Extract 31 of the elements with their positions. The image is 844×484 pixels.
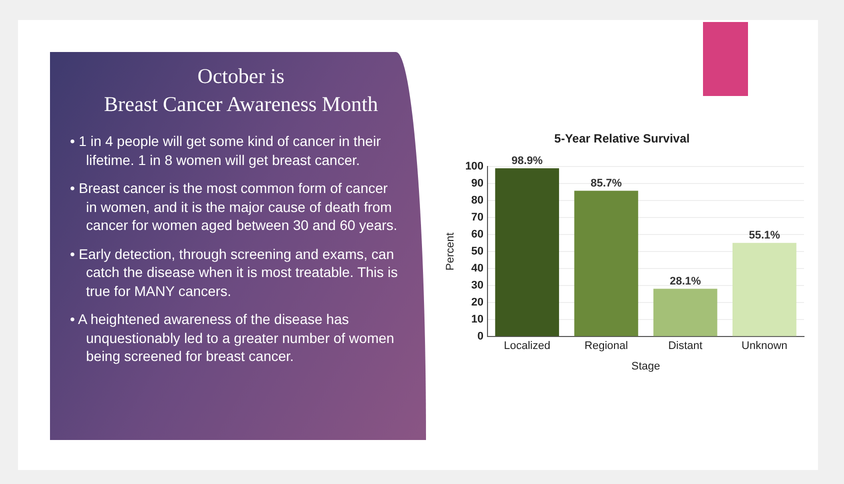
bar <box>574 190 638 336</box>
y-tick-label: 60 <box>471 228 484 241</box>
y-tick-label: 100 <box>465 160 484 172</box>
x-tick-label: Regional <box>584 340 628 352</box>
x-tick-label: Localized <box>504 340 550 352</box>
chart-title: 5-Year Relative Survival <box>554 132 690 146</box>
x-tick-label: Distant <box>668 340 702 352</box>
x-axis-title: Stage <box>631 360 660 372</box>
text: • 1 in 4 people will get some kind of cancer in their lifetime. 1 in 8 women will get breast cancer. <box>70 132 382 169</box>
data-label: 85.7% <box>590 177 622 190</box>
y-tick-label: 50 <box>471 246 484 258</box>
y-tick-label: 80 <box>471 194 484 206</box>
y-tick-label: 40 <box>471 262 484 275</box>
y-tick-label: 0 <box>477 330 484 343</box>
y-axis-title: Percent <box>444 232 457 270</box>
text: • Early detection, through screening and exams, can catch the disease when it is most treatable. This is true for MANY cancers. <box>70 244 398 300</box>
x-tick-label: Unknown <box>742 340 788 352</box>
data-label: 98.9% <box>512 154 543 167</box>
text: • Breast cancer is the most common form of cancer in women, and it is the major cause of death from cancer for women aged between 30 and 60 years. <box>70 179 398 234</box>
text: • A heightened awareness of the disease has unquestionably led to a greater number of women being screened for breast cancer. <box>70 310 396 366</box>
data-label: 55.1% <box>748 229 780 242</box>
y-tick-label: 90 <box>471 177 484 190</box>
y-tick-label: 10 <box>471 314 484 326</box>
y-tick-label: 30 <box>471 280 484 292</box>
data-label: 28.1% <box>670 275 702 288</box>
bar <box>495 168 560 336</box>
y-tick-label: 70 <box>471 211 484 224</box>
bar <box>653 288 718 336</box>
bar <box>732 242 796 336</box>
text: October is Breast Cancer Awareness Month <box>103 63 379 118</box>
y-tick-label: 20 <box>471 296 484 309</box>
